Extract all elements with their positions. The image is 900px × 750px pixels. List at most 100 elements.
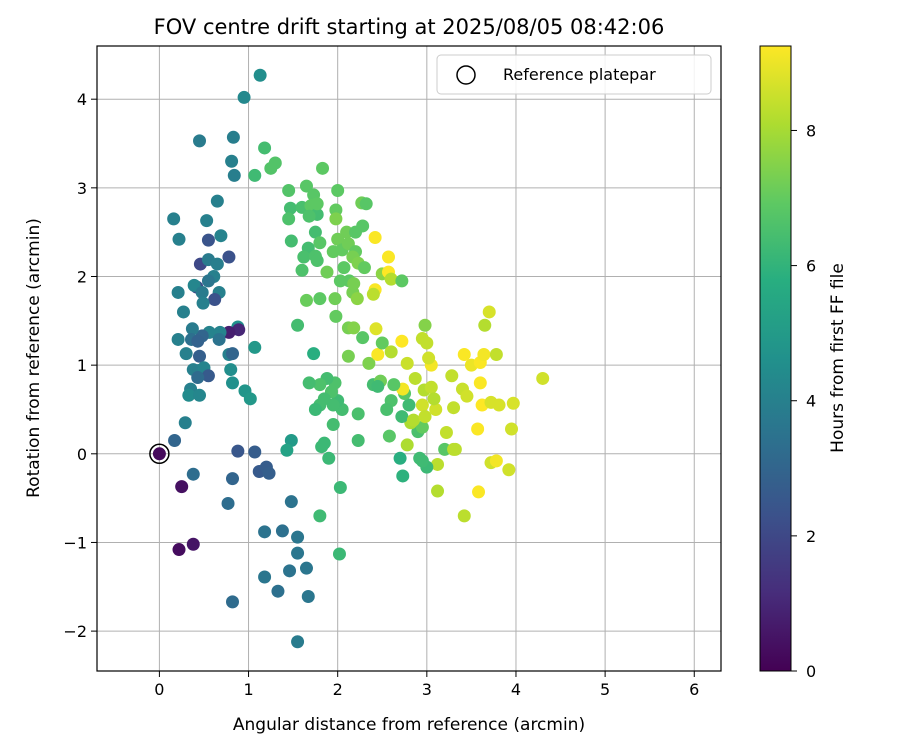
legend: Reference platepar [436,54,712,95]
data-point [262,466,276,480]
y-tick-label: 3 [77,179,87,198]
x-tick-label: 1 [243,680,253,699]
data-point [420,336,434,350]
data-point [258,525,272,539]
data-point [253,68,267,82]
y-tick-label: −1 [63,533,87,552]
data-point [473,376,487,390]
data-point [297,250,311,264]
data-point [186,467,200,481]
data-point [478,318,492,332]
data-point [427,392,441,406]
data-point [167,212,181,226]
data-point [291,530,305,544]
y-tick-label: 0 [77,445,87,464]
colorbar-tick-label: 4 [806,392,816,411]
data-point [457,509,471,523]
data-point [313,236,327,250]
data-point [248,168,262,182]
data-point [356,219,370,233]
data-point [232,323,246,337]
data-point [431,484,445,498]
data-point [395,410,409,424]
data-point [408,371,422,385]
data-point [186,537,200,551]
data-point [489,454,503,468]
legend-box [436,54,712,95]
data-point [471,422,485,436]
data-point [422,351,436,365]
colorbar-tick-label: 2 [806,527,816,546]
data-point [368,230,382,244]
data-point [210,257,224,271]
data-point [313,378,327,392]
data-point [350,292,364,306]
x-axis: 0 1 2 3 4 5 6 [154,671,699,699]
data-point [384,272,398,286]
data-point [307,347,321,361]
data-point [502,463,516,477]
data-point [201,274,215,288]
data-point [322,451,336,465]
data-point [438,442,452,456]
colorbar: 0 2 4 6 8 Hours from first FF file [759,45,848,681]
colorbar-ticks: 0 2 4 6 8 [791,121,816,681]
data-point [172,543,186,557]
data-point [179,347,193,361]
data-point [326,418,340,432]
data-point [332,547,346,561]
data-point [291,318,305,332]
data-point [284,234,298,248]
data-point [193,388,207,402]
data-point [248,445,262,459]
data-point [472,485,486,499]
y-axis: −2 −1 0 1 2 3 4 [63,90,97,641]
data-point [282,184,296,198]
data-point [185,322,199,336]
data-point [201,369,215,383]
data-point [264,161,278,175]
data-point [340,225,354,239]
data-point [275,524,289,538]
x-tick-label: 0 [154,680,164,699]
data-point [406,413,420,427]
data-point [283,564,297,578]
data-point [225,376,239,390]
data-point [359,197,373,211]
data-point [382,429,396,443]
data-point [313,509,327,523]
data-point [193,134,207,148]
data-point [400,438,414,452]
data-point [380,402,394,416]
legend-entry-reference-platepar: Reference platepar [503,65,656,84]
x-tick-label: 2 [333,680,343,699]
data-point [283,201,297,215]
data-point [175,480,189,494]
data-point [171,332,185,346]
data-point [362,356,376,370]
data-point [243,392,257,406]
data-point [308,225,322,239]
data-point [191,371,205,385]
chart-title: FOV centre drift starting at 2025/08/05 … [154,15,665,39]
data-point [329,309,343,323]
y-tick-label: 4 [77,90,87,109]
data-point [347,277,361,291]
data-point [308,402,322,416]
reference-marker [149,443,170,465]
data-point [395,274,409,288]
data-point [210,194,224,208]
data-point [415,398,429,412]
data-point [248,340,262,354]
x-tick-label: 4 [511,680,521,699]
y-tick-label: 2 [77,267,87,286]
data-point [400,356,414,370]
data-point [457,348,471,362]
y-axis-label: Rotation from reference (arcmin) [24,218,44,498]
data-point [200,214,214,228]
data-point [424,380,438,394]
data-point [225,154,239,168]
data-point [357,261,371,275]
data-point [284,434,298,448]
data-point [418,318,432,332]
